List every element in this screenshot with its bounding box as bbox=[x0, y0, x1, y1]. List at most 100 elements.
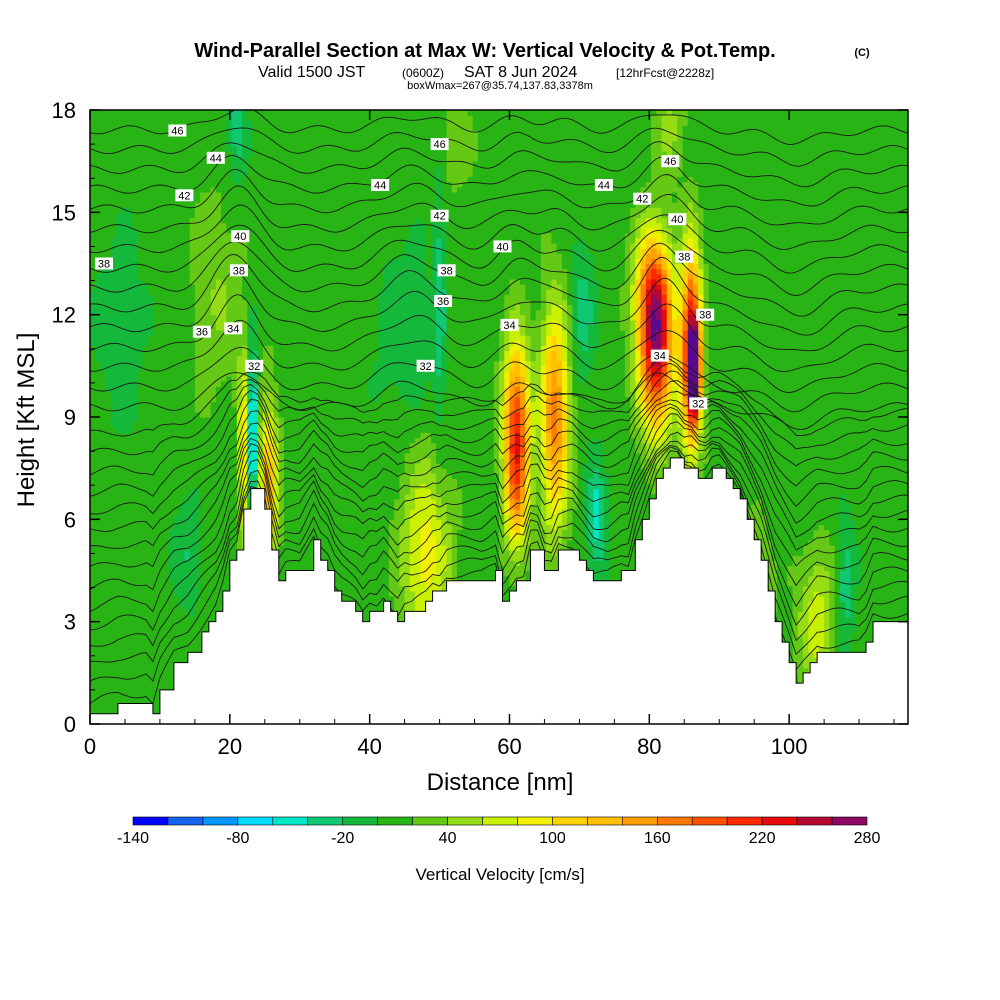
velocity-cell bbox=[299, 181, 306, 188]
velocity-cell bbox=[152, 544, 159, 551]
velocity-cell bbox=[257, 370, 264, 377]
velocity-cell bbox=[226, 248, 233, 254]
velocity-cell bbox=[152, 688, 159, 694]
velocity-cell bbox=[205, 550, 212, 556]
velocity-cell bbox=[226, 222, 233, 229]
velocity-cell bbox=[221, 314, 227, 321]
velocity-cell bbox=[142, 437, 149, 444]
velocity-cell bbox=[152, 365, 159, 372]
velocity-cell bbox=[231, 411, 238, 418]
velocity-cell bbox=[289, 314, 296, 321]
velocity-cell bbox=[131, 273, 138, 280]
velocity-cell bbox=[289, 565, 296, 572]
velocity-cell bbox=[90, 145, 96, 152]
velocity-cell bbox=[137, 437, 144, 444]
velocity-cell bbox=[194, 145, 201, 152]
velocity-cell bbox=[152, 596, 159, 602]
velocity-cell bbox=[226, 202, 233, 208]
velocity-cell bbox=[242, 176, 248, 183]
velocity-cell bbox=[95, 156, 102, 162]
velocity-cell bbox=[268, 283, 275, 290]
velocity-cell bbox=[284, 473, 290, 479]
velocity-cell bbox=[184, 555, 191, 561]
velocity-cell bbox=[163, 330, 170, 336]
velocity-cell bbox=[221, 324, 227, 331]
velocity-cell bbox=[90, 503, 96, 510]
velocity-cell bbox=[168, 478, 175, 485]
velocity-cell bbox=[116, 677, 123, 684]
velocity-cell bbox=[105, 115, 112, 121]
velocity-cell bbox=[184, 217, 191, 224]
velocity-cell bbox=[205, 514, 212, 520]
velocity-cell bbox=[137, 570, 144, 577]
velocity-cell bbox=[147, 176, 154, 183]
velocity-cell bbox=[90, 314, 96, 321]
velocity-cell bbox=[152, 222, 159, 229]
velocity-cell bbox=[221, 294, 227, 300]
velocity-cell bbox=[268, 222, 275, 229]
velocity-cell bbox=[247, 273, 254, 280]
velocity-cell bbox=[163, 611, 170, 618]
velocity-cell bbox=[273, 289, 280, 295]
velocity-cell bbox=[121, 565, 128, 572]
velocity-cell bbox=[158, 585, 165, 592]
velocity-cell bbox=[231, 539, 238, 546]
velocity-cell bbox=[273, 483, 280, 490]
velocity-cell bbox=[131, 411, 138, 418]
velocity-cell bbox=[147, 314, 154, 321]
velocity-cell bbox=[226, 360, 233, 367]
velocity-cell bbox=[215, 232, 222, 239]
velocity-cell bbox=[137, 503, 144, 510]
velocity-cell bbox=[299, 350, 306, 357]
velocity-cell bbox=[121, 514, 128, 520]
velocity-cell bbox=[137, 150, 144, 157]
velocity-cell bbox=[194, 110, 201, 116]
velocity-cell bbox=[215, 166, 222, 172]
velocity-cell bbox=[105, 529, 112, 536]
velocity-cell bbox=[173, 601, 180, 607]
velocity-cell bbox=[263, 406, 269, 413]
velocity-cell bbox=[173, 156, 180, 162]
velocity-cell bbox=[126, 667, 133, 674]
velocity-cell bbox=[231, 406, 238, 413]
velocity-cell bbox=[90, 222, 96, 229]
velocity-cell bbox=[268, 340, 275, 346]
velocity-cell bbox=[105, 473, 112, 479]
velocity-cell bbox=[168, 243, 175, 249]
velocity-cell bbox=[263, 350, 269, 357]
velocity-cell bbox=[210, 406, 217, 413]
velocity-cell bbox=[121, 135, 128, 142]
velocity-cell bbox=[226, 565, 233, 572]
velocity-cell bbox=[247, 263, 254, 270]
velocity-cell bbox=[221, 493, 227, 500]
velocity-cell bbox=[200, 544, 206, 551]
velocity-cell bbox=[116, 422, 123, 428]
velocity-cell bbox=[131, 514, 138, 520]
velocity-cell bbox=[116, 452, 123, 459]
velocity-cell bbox=[304, 442, 311, 449]
velocity-cell bbox=[263, 186, 269, 193]
velocity-cell bbox=[289, 156, 296, 162]
velocity-cell bbox=[137, 519, 144, 526]
velocity-cell bbox=[231, 258, 238, 265]
velocity-cell bbox=[200, 534, 206, 541]
velocity-cell bbox=[184, 166, 191, 172]
velocity-cell bbox=[173, 355, 180, 362]
velocity-cell bbox=[304, 509, 311, 515]
velocity-cell bbox=[252, 319, 259, 326]
velocity-cell bbox=[200, 248, 206, 254]
velocity-cell bbox=[221, 555, 227, 561]
velocity-cell bbox=[200, 422, 206, 428]
velocity-cell bbox=[110, 330, 117, 336]
velocity-cell bbox=[131, 202, 138, 208]
velocity-cell bbox=[184, 381, 191, 387]
velocity-cell bbox=[168, 212, 175, 219]
velocity-cell bbox=[126, 493, 133, 500]
velocity-cell bbox=[152, 243, 159, 249]
velocity-cell bbox=[205, 626, 212, 633]
velocity-cell bbox=[95, 662, 102, 669]
velocity-cell bbox=[210, 176, 217, 183]
velocity-cell bbox=[126, 422, 133, 428]
velocity-cell bbox=[194, 585, 201, 592]
velocity-cell bbox=[236, 283, 243, 290]
